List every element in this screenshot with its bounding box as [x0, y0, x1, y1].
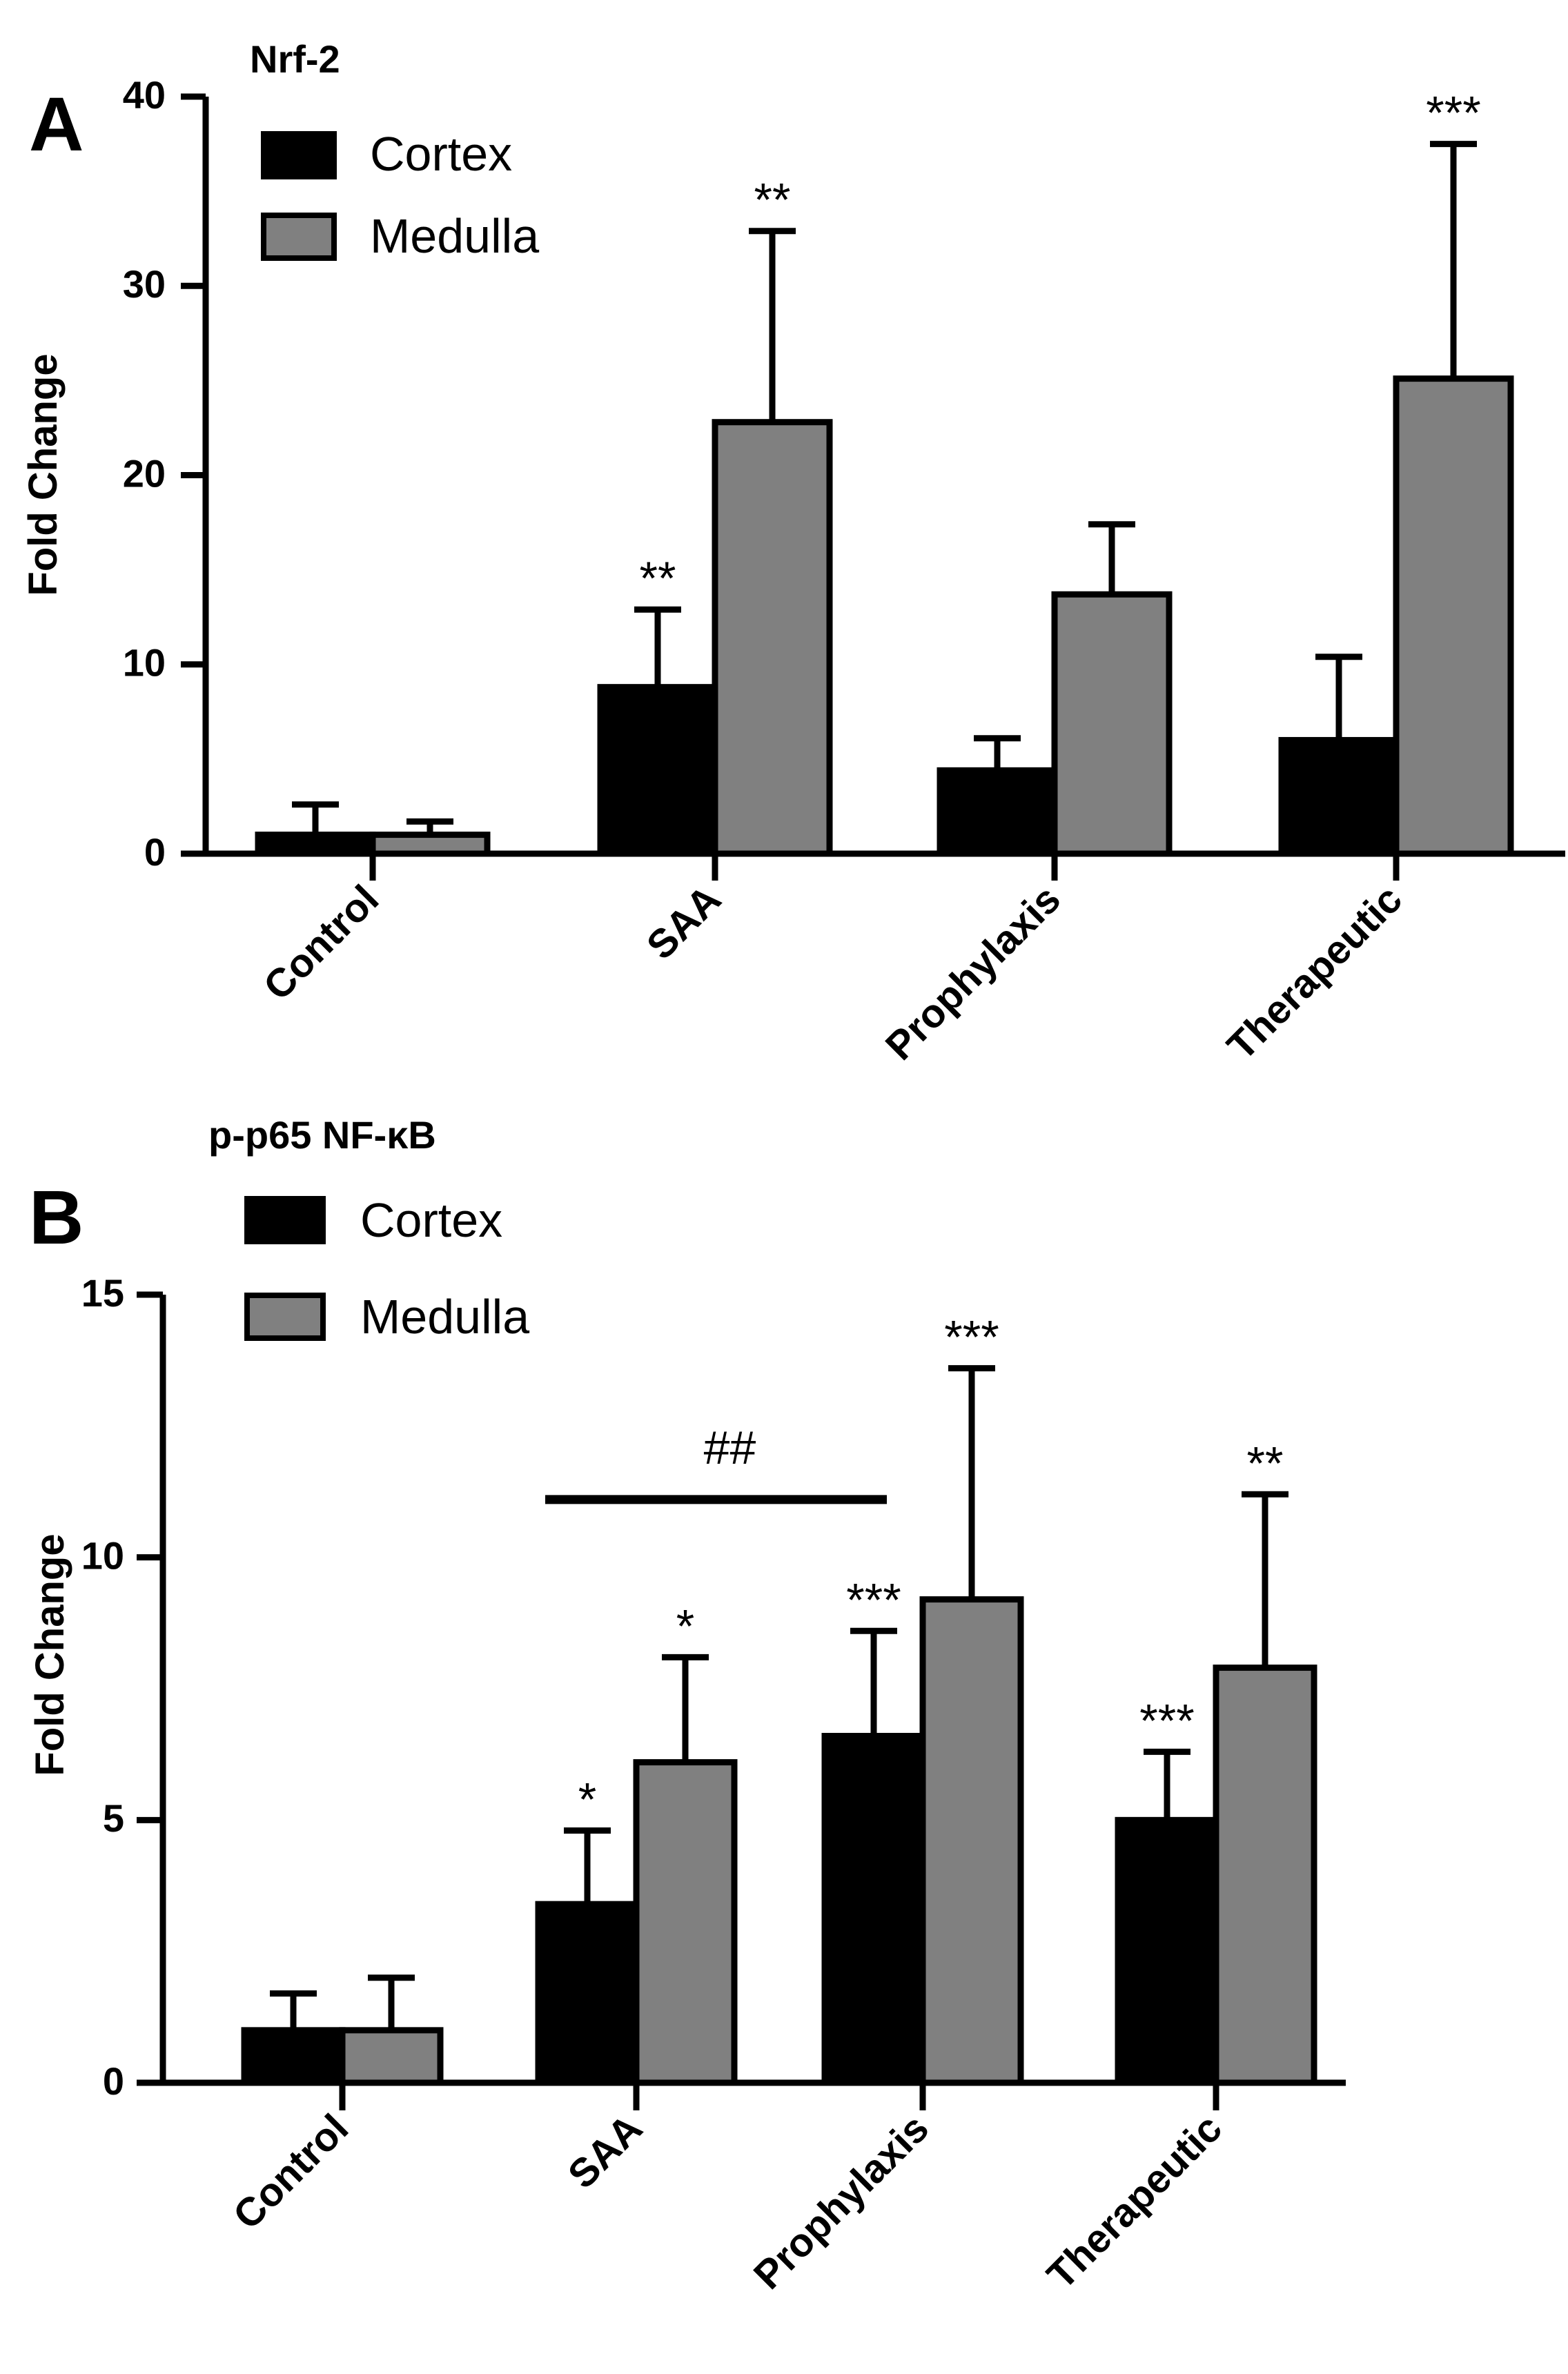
bars: ******* — [255, 87, 1514, 857]
panel-a: A Nrf-2 Fold Change Cortex Medulla 0 10 … — [21, 37, 1565, 1069]
bar-cortex — [1278, 736, 1400, 857]
y-tick-label: 5 — [103, 1796, 124, 1840]
bar-medulla — [919, 1596, 1024, 2086]
bar-medulla — [339, 2027, 444, 2086]
x-tick-label: Control — [255, 876, 387, 1009]
y-axis-label: Fold Change — [28, 1533, 72, 1776]
y-tick-label: 0 — [144, 830, 166, 874]
x-tick-label: Control — [224, 2106, 357, 2238]
bar-medulla — [1393, 375, 1514, 857]
bar-cortex — [1115, 1816, 1219, 2086]
bar-cortex — [597, 684, 718, 857]
y-tick-label: 0 — [103, 2059, 124, 2103]
significance-label: * — [578, 1774, 596, 1826]
legend-label-cortex: Cortex — [370, 127, 512, 181]
y-axis: 0 10 20 30 40 — [123, 73, 209, 874]
significance-label: ** — [1247, 1437, 1284, 1489]
comparison-bracket: ## — [545, 1422, 887, 1504]
chart-title: Nrf-2 — [250, 37, 340, 81]
bar-cortex — [937, 767, 1058, 857]
significance-label: ** — [640, 552, 676, 605]
significance-label: *** — [846, 1573, 901, 1626]
x-tick-label: Prophylaxis — [877, 876, 1069, 1068]
legend-label-medulla: Medulla — [360, 1290, 529, 1344]
panel-label: A — [29, 82, 84, 167]
significance-label: * — [676, 1600, 694, 1652]
legend-swatch-medulla — [244, 1293, 326, 1341]
y-tick-label: 20 — [123, 451, 166, 495]
legend: Cortex Medulla — [261, 127, 539, 263]
legend: Cortex Medulla — [244, 1193, 529, 1344]
y-axis: 0 5 10 15 — [81, 1271, 166, 2103]
bar-medulla — [1213, 1665, 1317, 2086]
bar-cortex — [535, 1901, 640, 2086]
x-axis: Control SAA Prophylaxis Therapeutic — [160, 2079, 1346, 2298]
y-axis-label: Fold Change — [21, 353, 66, 596]
panel-label: B — [29, 1175, 84, 1260]
bars: ************* — [241, 1311, 1317, 2086]
panel-b: B p-p65 NF-κB Fold Change Cortex Medulla… — [28, 1113, 1346, 2298]
y-tick-label: 10 — [81, 1533, 124, 1577]
comparison-label: ## — [704, 1422, 756, 1474]
significance-label: *** — [1139, 1694, 1194, 1747]
x-tick-label: SAA — [560, 2106, 651, 2197]
bar-medulla — [1051, 591, 1173, 857]
legend-swatch-cortex — [244, 1196, 326, 1244]
significance-label: *** — [1426, 87, 1480, 139]
x-tick-label: SAA — [638, 876, 730, 968]
bar-medulla — [712, 419, 833, 857]
legend-swatch-medulla — [261, 213, 337, 261]
x-tick-label: Therapeutic — [1039, 2106, 1231, 2297]
y-tick-label: 30 — [123, 262, 166, 306]
legend-label-medulla: Medulla — [370, 209, 539, 263]
chart-title: p-p65 NF-κB — [208, 1113, 436, 1157]
significance-label: *** — [944, 1311, 999, 1364]
bar-medulla — [633, 1759, 738, 2086]
x-tick-label: Prophylaxis — [745, 2106, 937, 2297]
significance-label: ** — [754, 174, 791, 226]
legend-label-cortex: Cortex — [360, 1193, 502, 1247]
legend-swatch-cortex — [261, 131, 337, 179]
bar-cortex — [821, 1733, 926, 2086]
y-tick-label: 10 — [123, 641, 166, 685]
x-tick-label: Therapeutic — [1219, 876, 1411, 1068]
bar-medulla — [369, 832, 491, 857]
x-axis: Control SAA Prophylaxis Therapeutic — [203, 850, 1565, 1069]
y-tick-label: 15 — [81, 1271, 124, 1315]
y-tick-label: 40 — [123, 73, 166, 117]
bar-cortex — [241, 2027, 346, 2086]
